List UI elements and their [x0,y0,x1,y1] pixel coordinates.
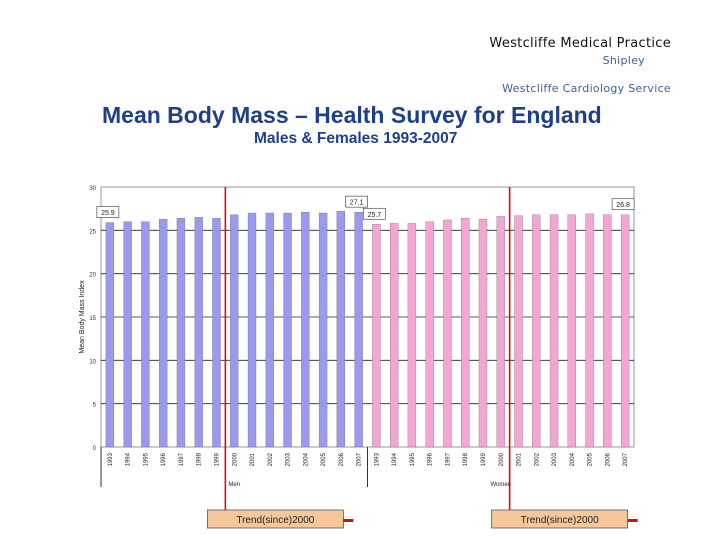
trend-box [206,509,344,529]
x-tick-label: 2003 [286,452,292,466]
service-name: Westcliffe Cardiology Service [502,82,671,95]
bar-men-2002 [265,212,274,448]
bar-women-1995 [407,223,417,448]
x-tick-label: 1997 [445,452,451,466]
data-label-box [96,206,120,218]
data-label-box [363,207,386,220]
x-tick-label: 1994 [392,452,398,466]
x-tick-label: 2002 [534,452,540,466]
bar-men-1998 [194,217,203,448]
x-tick-label: 1996 [161,452,167,466]
y-tick-label: 30 [89,186,96,192]
bar-women-2001 [514,215,523,448]
data-label-box [345,195,368,208]
x-tick-label: 1998 [463,452,469,466]
x-tick-label: 2005 [321,452,327,466]
bar-men-1997 [176,218,186,448]
y-tick-label: 25 [89,229,96,235]
x-tick-label: 2000 [232,452,238,466]
y-tick-label: 20 [89,273,96,279]
bar-men-2004 [301,211,310,448]
y-tick-label: 5 [93,403,97,409]
bar-men-1996 [159,218,168,448]
data-label-box [611,198,635,211]
x-tick-label: 2001 [517,452,523,466]
x-tick-label: 1996 [428,452,434,466]
practice-name: Westcliffe Medical Practice [489,36,671,51]
data-label: 27.1 [350,200,364,207]
trend-label: Trend(since)2000 [236,515,314,526]
x-tick-label: 1998 [197,452,203,466]
data-label: 25.7 [368,212,382,219]
x-tick-label: 2004 [570,452,576,466]
chart-title: Mean Body Mass – Health Survey for Engla… [102,102,602,128]
group-label: Women [490,482,511,488]
bar-women-2004 [567,214,576,448]
bar-women-2007 [620,214,630,448]
x-tick-label: 2007 [357,452,363,466]
bar-women-1998 [461,218,470,448]
x-tick-label: 2004 [303,452,309,466]
bar-women-2002 [532,214,541,448]
bar-men-2000 [230,214,239,448]
x-tick-label: 1995 [143,452,149,466]
bar-women-2005 [585,213,594,448]
x-tick-label: 2002 [268,452,274,466]
x-tick-label: 1999 [481,452,487,466]
bar-men-2003 [283,212,292,448]
x-tick-label: 1997 [179,452,185,466]
bar-women-2000 [496,216,505,448]
group-label: Men [228,482,240,488]
bar-men-1994 [123,221,132,448]
x-tick-label: 2001 [250,452,256,466]
x-tick-label: 2006 [605,452,611,466]
bar-men-2005 [318,212,328,448]
bar-women-1994 [390,223,399,448]
x-tick-label: 2003 [552,452,558,466]
bar-women-2006 [603,214,612,448]
bar-women-1997 [443,219,452,448]
y-axis-label: Mean Body Mass Index [79,280,86,354]
chart-subtitle: Males & Females 1993-2007 [254,130,458,147]
y-tick-label: 0 [93,446,97,452]
bar-men-1995 [141,221,150,448]
trend-label: Trend(since)2000 [521,515,599,526]
bar-men-2007 [354,211,363,448]
trend-box [491,509,629,529]
bar-men-1993 [105,222,115,448]
x-tick-label: 1999 [214,452,220,466]
x-tick-label: 2000 [499,452,505,466]
practice-location: Shipley [602,54,645,67]
bar-women-1999 [478,218,488,448]
bar-women-1993 [372,224,381,448]
bar-men-2001 [247,212,257,448]
data-label: 25.9 [101,210,115,217]
y-tick-label: 10 [89,359,96,365]
x-tick-label: 2005 [588,452,594,466]
bar-women-1996 [425,221,434,448]
bar-women-2003 [549,214,559,448]
bar-men-1999 [212,218,221,448]
x-tick-label: 2007 [623,452,629,466]
x-tick-label: 1993 [108,452,114,466]
x-tick-label: 1994 [126,452,132,466]
bar-men-2006 [336,211,345,448]
data-label: 26.8 [616,202,630,209]
x-tick-label: 1995 [410,452,416,466]
x-tick-label: 2006 [339,452,345,466]
x-tick-label: 1993 [374,452,380,466]
y-tick-label: 15 [89,316,96,322]
